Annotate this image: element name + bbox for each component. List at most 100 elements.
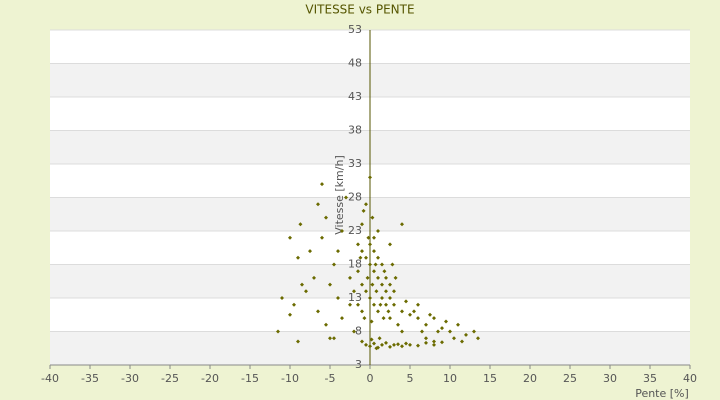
point <box>369 319 374 324</box>
point <box>360 222 364 227</box>
y-tick-label: 18 <box>348 258 362 271</box>
point <box>373 262 378 267</box>
point <box>376 229 380 233</box>
point <box>356 242 360 247</box>
point <box>296 339 300 344</box>
point <box>448 329 452 334</box>
point <box>432 342 436 347</box>
point <box>436 329 440 334</box>
point <box>428 312 432 317</box>
point <box>384 340 388 345</box>
point <box>388 242 392 247</box>
point <box>316 309 320 314</box>
point <box>356 269 360 274</box>
point <box>476 336 480 341</box>
y-tick-label: 8 <box>355 325 362 338</box>
point <box>416 343 420 348</box>
point <box>374 289 379 294</box>
x-tick-label: 15 <box>483 372 497 385</box>
point <box>372 235 376 240</box>
point <box>390 262 395 267</box>
y-tick-label: 38 <box>348 124 362 137</box>
point <box>362 316 367 321</box>
point <box>368 242 372 247</box>
point <box>361 208 366 213</box>
point <box>368 296 372 300</box>
x-tick-label: -15 <box>241 372 259 385</box>
point <box>352 329 356 334</box>
point <box>298 222 303 227</box>
point <box>404 341 408 346</box>
point <box>324 322 328 327</box>
point <box>320 235 324 240</box>
point <box>340 316 344 321</box>
point <box>374 346 379 351</box>
point <box>360 282 364 287</box>
point <box>360 339 364 344</box>
y-tick-label: 48 <box>348 57 362 70</box>
point <box>381 316 386 321</box>
point <box>464 332 468 337</box>
point <box>288 235 292 240</box>
point <box>372 249 376 254</box>
point <box>400 329 404 334</box>
x-tick-label: -5 <box>325 372 336 385</box>
point <box>332 262 336 267</box>
point <box>404 299 408 304</box>
point <box>364 289 368 294</box>
point <box>364 342 368 347</box>
point <box>376 255 380 260</box>
y-axis-title: Vitesse [km/h] <box>333 155 346 235</box>
point <box>376 275 380 280</box>
point <box>372 341 376 346</box>
point <box>386 309 391 314</box>
point <box>352 289 356 294</box>
point <box>380 262 384 267</box>
x-tick-label: 0 <box>367 372 374 385</box>
point <box>400 344 404 349</box>
point <box>365 275 370 280</box>
point <box>412 309 416 314</box>
point <box>388 296 392 300</box>
point <box>384 302 388 307</box>
point <box>400 222 404 227</box>
point <box>320 182 324 187</box>
point <box>424 322 428 327</box>
point <box>424 340 428 345</box>
point <box>368 344 372 349</box>
point <box>370 282 375 287</box>
point <box>393 275 398 280</box>
point <box>460 339 464 344</box>
x-tick-label: 40 <box>683 372 697 385</box>
point <box>408 312 412 317</box>
point <box>377 336 382 341</box>
point <box>328 336 332 341</box>
point <box>370 215 375 220</box>
point <box>380 342 384 347</box>
point <box>276 329 280 334</box>
point <box>336 249 340 254</box>
point <box>392 342 396 347</box>
point <box>384 275 388 280</box>
point <box>378 302 383 307</box>
point <box>369 337 374 342</box>
y-tick-label: 23 <box>348 224 362 237</box>
point <box>396 322 400 327</box>
point <box>312 275 316 280</box>
point <box>360 309 364 314</box>
point <box>456 322 460 327</box>
point <box>324 215 328 220</box>
point <box>308 249 312 254</box>
point <box>384 289 388 294</box>
point <box>424 336 428 341</box>
point <box>380 296 384 300</box>
point <box>408 342 412 347</box>
y-tick-label: 53 <box>348 23 362 36</box>
chart-title: VITESSE vs PENTE <box>305 3 414 17</box>
point <box>388 344 392 349</box>
point <box>292 302 296 307</box>
point <box>348 302 352 307</box>
x-tick-label: -25 <box>161 372 179 385</box>
point <box>388 316 392 321</box>
point <box>382 269 387 274</box>
